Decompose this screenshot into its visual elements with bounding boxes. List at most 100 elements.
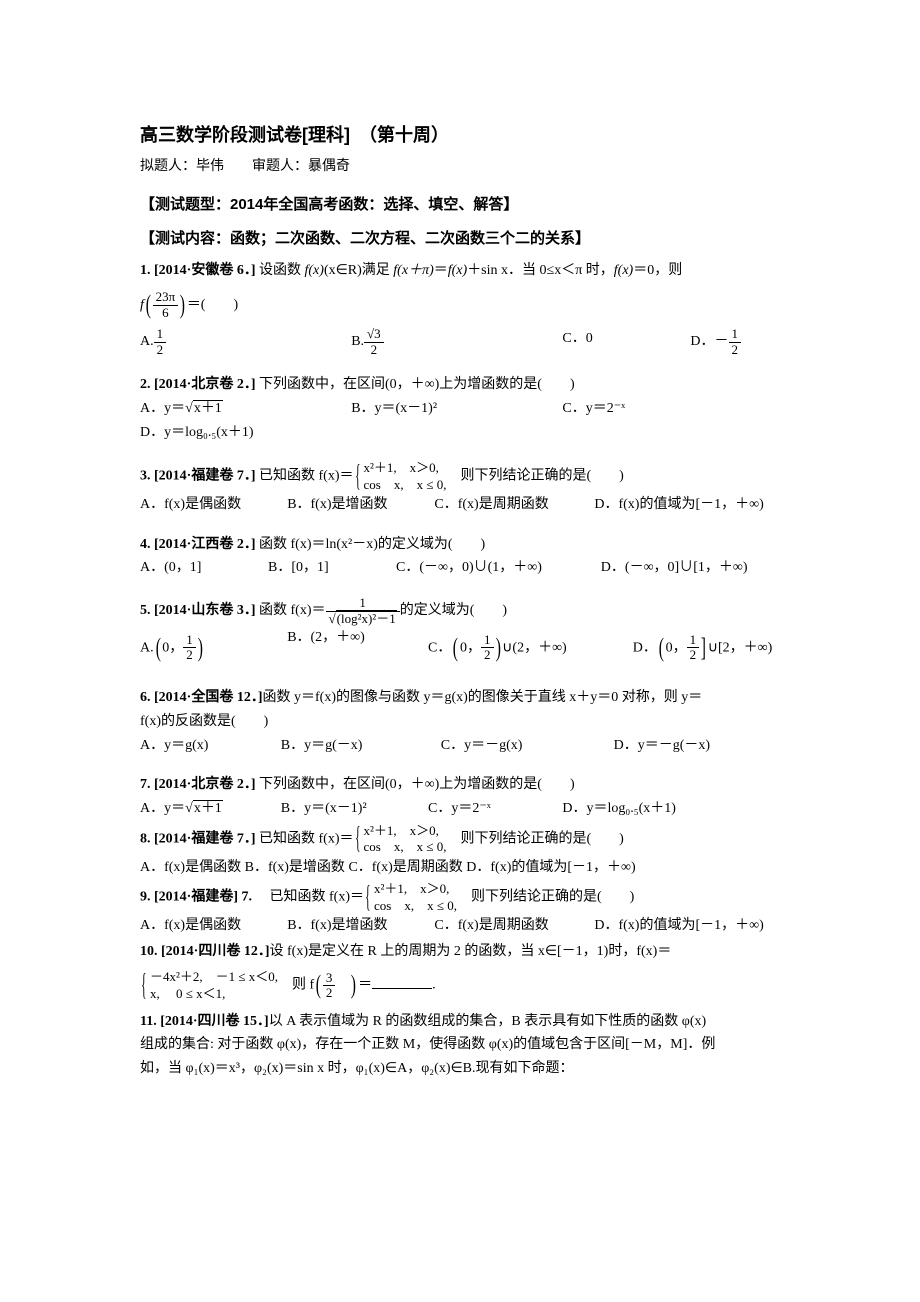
q8-opt-b: B．f(x)是增函数 bbox=[245, 860, 345, 875]
q8-opt-d: D．f(x)的值域为[－1，＋∞) bbox=[466, 860, 635, 875]
q2-opt-b: B．y＝(x－1)² bbox=[351, 397, 562, 421]
q3-text-a: 已知函数 f(x)＝ bbox=[259, 469, 354, 484]
q8-opt-a: A．f(x)是偶函数 bbox=[140, 860, 241, 875]
question-7: 7. [2014·北京卷 2．] 下列函数中，在区间(0，＋∞)上为增函数的是(… bbox=[140, 773, 780, 821]
q9-pw2: cos x, x ≤ 0, bbox=[374, 898, 457, 914]
q2-body: 下列函数中，在区间(0，＋∞)上为增函数的是( ) bbox=[259, 377, 575, 392]
q11-tag: 11. [2014·四川卷 15．] bbox=[140, 1014, 269, 1029]
q7-opt-a: A．y＝x＋1 bbox=[140, 797, 281, 821]
question-2: 2. [2014·北京卷 2．] 下列函数中，在区间(0，＋∞)上为增函数的是(… bbox=[140, 373, 780, 444]
q6-opt-a: A．y＝g(x) bbox=[140, 734, 281, 758]
q4-opt-b: B．[0，1] bbox=[268, 556, 396, 580]
q4-opt-d: D．(－∞，0]∪[1，＋∞) bbox=[601, 556, 748, 580]
q10-tag: 10. [2014·四川卷 12．] bbox=[140, 944, 270, 959]
question-10: 10. [2014·四川卷 12．]设 f(x)是定义在 R 上的周期为 2 的… bbox=[140, 940, 780, 1008]
q10-body-a: 设 f(x)是定义在 R 上的周期为 2 的函数，当 x∈[－1，1)时，f(x… bbox=[270, 944, 672, 959]
q10-frac-den: 2 bbox=[323, 986, 336, 1000]
q2-tag: 2. [2014·北京卷 2．] bbox=[140, 377, 256, 392]
section-header-2: 【测试内容：函数；二次函数、二次方程、二次函数三个二的关系】 bbox=[140, 226, 780, 252]
q2-opt-c: C．y＝2⁻ˣ bbox=[562, 397, 677, 421]
q9-opt-d: D．f(x)的值域为[－1，＋∞) bbox=[594, 914, 763, 938]
q10-blank bbox=[372, 975, 432, 989]
q4-body: 函数 f(x)＝ln(x²－x)的定义域为( ) bbox=[259, 537, 485, 552]
q9-opt-a: A．f(x)是偶函数 bbox=[140, 914, 287, 938]
q10-body-b: 则 f bbox=[278, 978, 314, 993]
q10-body-d: . bbox=[432, 978, 436, 993]
question-9: 9. [2014·福建卷] 7. 已知函数 f(x)＝ x²＋1, x＞0,cos… bbox=[140, 881, 780, 937]
question-3: 3. [2014·福建卷 7．] 已知函数 f(x)＝ x²＋1, x＞0,cos… bbox=[140, 460, 780, 516]
q4-opt-a: A．(0，1] bbox=[140, 556, 268, 580]
q8-text-a: 已知函数 f(x)＝ bbox=[259, 831, 354, 846]
q6-opt-c: C．y＝－g(x) bbox=[441, 734, 614, 758]
q5-opt-d: D．(0，12]∪[2，＋∞) bbox=[633, 626, 773, 670]
q1-opt-b: B.√32 bbox=[351, 327, 562, 357]
q3-pw2: cos x, x ≤ 0, bbox=[364, 477, 447, 493]
q11-line1: 以 A 表示值域为 R 的函数组成的集合，B 表示具有如下性质的函数 φ(x) bbox=[269, 1014, 706, 1029]
q5-tag: 5. [2014·山东卷 3．] bbox=[140, 603, 256, 618]
q3-opt-b: B．f(x)是增函数 bbox=[287, 493, 434, 517]
q9-text-b: 则下列结论正确的是( ) bbox=[457, 890, 634, 905]
q1-text-d: ＋sin x．当 0≤x＜π 时， bbox=[467, 263, 614, 278]
page-subtitle: 拟题人：毕伟 审题人：暴偶奇 bbox=[140, 155, 780, 179]
q5-opt-b: B．(2，＋∞) bbox=[287, 626, 428, 670]
q6-body-a: 函数 y＝f(x)的图像与函数 y＝g(x)的图像关于直线 x＋y＝0 对称，则… bbox=[263, 690, 703, 705]
q7-tag: 7. [2014·北京卷 2．] bbox=[140, 777, 256, 792]
q1-text-b: (x∈R)满足 bbox=[324, 263, 393, 278]
q3-text-b: 则下列结论正确的是( ) bbox=[446, 469, 623, 484]
q3-pw1: x²＋1, x＞0, bbox=[364, 460, 447, 476]
q1-frac-num: 23π bbox=[153, 290, 179, 305]
question-1: 1. [2014·安徽卷 6．] 设函数 f(x)(x∈R)满足 f(x＋π)＝… bbox=[140, 259, 780, 357]
q10-pw2: x, 0 ≤ x＜1, bbox=[150, 986, 278, 1002]
page-title: 高三数学阶段测试卷[理科] （第十周） bbox=[140, 120, 780, 151]
q9-text-a: 已知函数 f(x)＝ bbox=[256, 890, 365, 905]
q5-frac-rad: (log²x)²－1 bbox=[336, 610, 397, 626]
q10-pw1: －4x²＋2, －1 ≤ x＜0, bbox=[150, 969, 278, 985]
q8-pw1: x²＋1, x＞0, bbox=[364, 823, 447, 839]
q5-opt-c: C．(0，12)∪(2，＋∞) bbox=[428, 626, 633, 670]
q4-tag: 4. [2014·江西卷 2．] bbox=[140, 537, 256, 552]
q1-opt-d: D．－12 bbox=[690, 327, 741, 357]
q9-opt-b: B．f(x)是增函数 bbox=[287, 914, 434, 938]
question-4: 4. [2014·江西卷 2．] 函数 f(x)＝ln(x²－x)的定义域为( … bbox=[140, 533, 780, 581]
q6-tag: 6. [2014·全国卷 12．] bbox=[140, 690, 263, 705]
q11-line3: 如，当 φ₁(x)＝x³，φ₂(x)＝sin x 时，φ₁(x)∈A，φ₂(x)… bbox=[140, 1057, 780, 1081]
q4-opt-c: C．(－∞，0)∪(1，＋∞) bbox=[396, 556, 601, 580]
q1-text-e: ＝0，则 bbox=[633, 263, 682, 278]
q6-body-b: f(x)的反函数是( ) bbox=[140, 710, 780, 734]
q8-text-b: 则下列结论正确的是( ) bbox=[446, 831, 623, 846]
q5-text-b: 的定义域为( ) bbox=[400, 603, 507, 618]
question-5: 5. [2014·山东卷 3．] 函数 f(x)＝1(log²x)²－1的定义域… bbox=[140, 596, 780, 670]
q10-frac-num: 3 bbox=[323, 971, 336, 986]
q3-opt-d: D．f(x)的值域为[－1，＋∞) bbox=[594, 493, 763, 517]
q1-opt-a: A.12 bbox=[140, 327, 351, 357]
q5-text-a: 函数 f(x)＝ bbox=[259, 603, 326, 618]
q3-opt-c: C．f(x)是周期函数 bbox=[434, 493, 594, 517]
q2-opt-d: D．y＝log₀.₅(x＋1) bbox=[140, 421, 254, 445]
section-header-1: 【测试题型：2014年全国高考函数：选择、填空、解答】 bbox=[140, 192, 780, 218]
q6-opt-b: B．y＝g(－x) bbox=[281, 734, 441, 758]
question-6: 6. [2014·全国卷 12．]函数 y＝f(x)的图像与函数 y＝g(x)的… bbox=[140, 686, 780, 757]
q1-tag: 1. [2014·安徽卷 6．] bbox=[140, 263, 256, 278]
q3-opt-a: A．f(x)是偶函数 bbox=[140, 493, 287, 517]
q1-opt-c: C．0 bbox=[562, 327, 690, 357]
q5-opt-a: A.(0，12) bbox=[140, 626, 287, 670]
q8-tag: 8. [2014·福建卷 7．] bbox=[140, 831, 256, 846]
q9-pw1: x²＋1, x＞0, bbox=[374, 881, 457, 897]
q6-opt-d: D．y＝－g(－x) bbox=[614, 734, 710, 758]
q10-body-c: ＝ bbox=[358, 978, 372, 993]
q1-lhs: ＝( ) bbox=[187, 298, 238, 313]
q7-body: 下列函数中，在区间(0，＋∞)上为增函数的是( ) bbox=[259, 777, 575, 792]
q11-line2: 组成的集合: 对于函数 φ(x)，存在一个正数 M，使得函数 φ(x)的值域包含… bbox=[140, 1033, 780, 1057]
q9-opt-c: C．f(x)是周期函数 bbox=[434, 914, 594, 938]
q3-tag: 3. [2014·福建卷 7．] bbox=[140, 469, 256, 484]
q1-frac-den: 6 bbox=[153, 306, 179, 320]
question-11: 11. [2014·四川卷 15．]以 A 表示值域为 R 的函数组成的集合，B… bbox=[140, 1010, 780, 1081]
q1-text-c: ＝ bbox=[434, 263, 448, 278]
question-8: 8. [2014·福建卷 7．] 已知函数 f(x)＝ x²＋1, x＞0,cos… bbox=[140, 823, 780, 879]
q7-opt-d: D．y＝log₀.₅(x＋1) bbox=[562, 797, 676, 821]
q8-pw2: cos x, x ≤ 0, bbox=[364, 839, 447, 855]
q7-opt-c: C．y＝2⁻ˣ bbox=[428, 797, 562, 821]
q2-opt-a: A．y＝x＋1 bbox=[140, 397, 351, 421]
q9-tag: 9. [2014·福建卷] 7. bbox=[140, 890, 252, 905]
q1-text-a: 设函数 bbox=[259, 263, 305, 278]
